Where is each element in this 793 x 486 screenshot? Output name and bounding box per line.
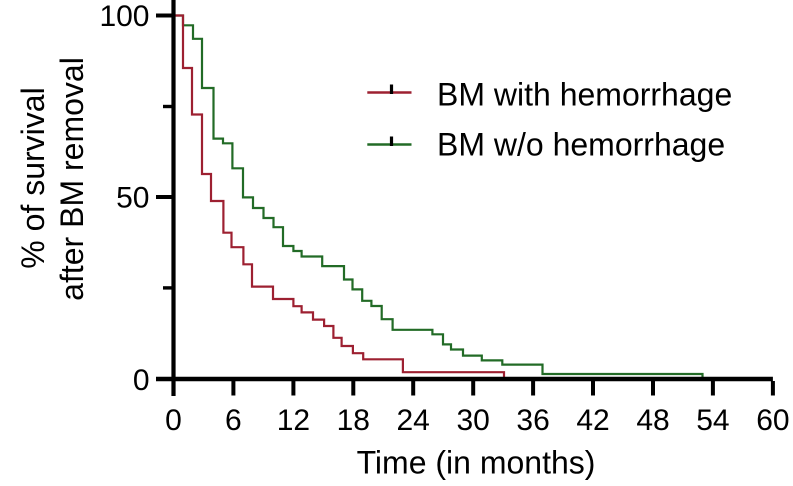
svg-text:Time (in months): Time (in months) <box>357 445 596 481</box>
svg-text:100: 100 <box>99 0 149 33</box>
svg-text:after BM removal: after BM removal <box>54 57 90 301</box>
svg-text:42: 42 <box>576 404 609 437</box>
svg-text:18: 18 <box>337 404 370 437</box>
svg-text:36: 36 <box>516 404 549 437</box>
svg-text:24: 24 <box>397 404 430 437</box>
svg-text:48: 48 <box>636 404 669 437</box>
svg-text:30: 30 <box>457 404 490 437</box>
svg-text:60: 60 <box>756 404 789 437</box>
svg-text:0: 0 <box>165 404 182 437</box>
svg-text:% of survival: % of survival <box>15 87 51 268</box>
svg-text:BM with hemorrhage: BM with hemorrhage <box>437 76 732 112</box>
svg-text:6: 6 <box>225 404 242 437</box>
svg-text:50: 50 <box>116 182 149 215</box>
svg-text:BM w/o hemorrhage: BM w/o hemorrhage <box>437 127 725 163</box>
svg-text:54: 54 <box>696 404 729 437</box>
svg-text:12: 12 <box>277 404 310 437</box>
svg-text:0: 0 <box>133 364 150 397</box>
